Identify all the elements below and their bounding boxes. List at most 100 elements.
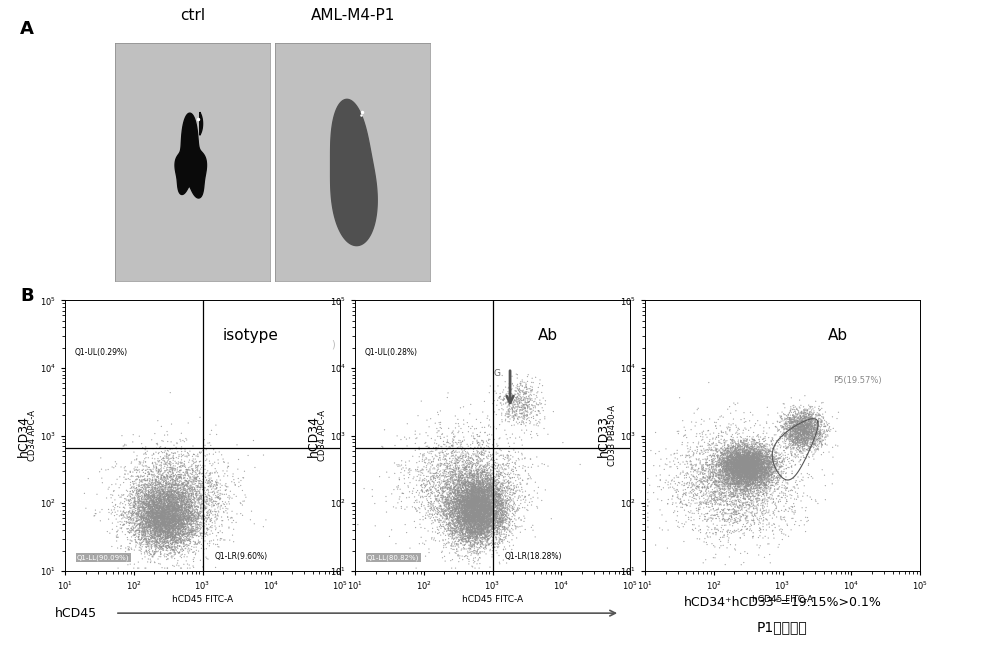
Point <box>746 514 762 525</box>
Point <box>784 469 800 479</box>
Point <box>182 513 198 524</box>
Point <box>728 475 744 486</box>
Point <box>139 446 155 457</box>
Point <box>157 459 173 469</box>
Point <box>155 452 171 463</box>
Point <box>749 447 765 457</box>
Point <box>759 466 775 477</box>
Point <box>745 452 761 463</box>
Point <box>490 498 506 508</box>
Point <box>491 535 507 546</box>
Point <box>158 531 174 542</box>
Point <box>463 498 479 508</box>
Point <box>135 487 151 498</box>
Point <box>733 469 749 479</box>
Point <box>454 510 470 520</box>
Point <box>137 480 153 491</box>
Point <box>163 515 179 525</box>
Point <box>716 467 732 477</box>
Point <box>476 504 492 514</box>
Point <box>123 496 139 506</box>
Point <box>162 513 178 524</box>
Point <box>450 546 466 556</box>
Point <box>796 424 812 434</box>
Point <box>160 508 176 518</box>
Point <box>741 456 757 467</box>
Point <box>168 510 184 521</box>
Point <box>153 465 169 475</box>
Point <box>712 454 728 465</box>
Point <box>749 473 765 484</box>
Point <box>749 469 765 480</box>
Point <box>208 525 224 535</box>
Point <box>693 478 709 488</box>
Point <box>161 548 177 558</box>
Point <box>747 446 763 457</box>
Point <box>445 514 461 525</box>
Point <box>153 502 169 512</box>
Point <box>152 512 168 523</box>
Point <box>432 480 448 491</box>
Point <box>738 474 754 484</box>
Point <box>173 519 189 529</box>
Point <box>820 420 836 430</box>
Point <box>148 529 164 539</box>
Point <box>476 521 492 532</box>
Point <box>151 515 167 526</box>
Point <box>145 495 161 506</box>
Point <box>178 519 194 530</box>
Point <box>101 482 117 492</box>
Point <box>803 420 819 431</box>
Point <box>452 494 468 504</box>
Point <box>742 471 758 481</box>
Point <box>144 493 160 504</box>
Point <box>154 480 170 491</box>
Point <box>484 516 500 527</box>
Point <box>175 488 191 499</box>
Point <box>473 490 489 501</box>
Point <box>446 494 462 504</box>
Point <box>741 454 757 465</box>
Point <box>721 552 737 562</box>
Point <box>159 508 175 518</box>
Point <box>750 500 766 511</box>
Point <box>497 488 513 498</box>
Point <box>170 512 186 522</box>
Point <box>448 506 464 516</box>
Point <box>723 468 739 478</box>
Point <box>121 518 137 529</box>
Point <box>442 461 458 471</box>
Point <box>146 472 162 482</box>
Point <box>165 493 181 504</box>
Point <box>487 520 503 531</box>
Point <box>169 512 185 523</box>
Point <box>719 479 735 490</box>
Point <box>179 516 195 527</box>
Point <box>738 461 754 472</box>
Point <box>713 498 729 508</box>
Point <box>168 506 184 517</box>
Point <box>140 525 156 536</box>
Point <box>172 547 188 558</box>
Point <box>744 464 760 475</box>
Point <box>149 507 165 517</box>
Point <box>185 486 201 497</box>
Point <box>811 420 827 431</box>
Point <box>714 459 730 469</box>
Point <box>746 475 762 486</box>
Point <box>481 502 497 513</box>
Point <box>432 509 448 519</box>
Point <box>200 525 216 535</box>
Point <box>723 458 739 469</box>
Point <box>722 451 738 462</box>
Point <box>698 486 714 496</box>
Point <box>167 465 183 475</box>
Point <box>501 399 517 409</box>
Point <box>160 504 176 515</box>
Point <box>741 507 757 517</box>
Point <box>724 512 740 522</box>
Point <box>736 479 752 490</box>
Point <box>474 508 490 519</box>
Point <box>130 496 146 507</box>
Point <box>787 419 803 430</box>
